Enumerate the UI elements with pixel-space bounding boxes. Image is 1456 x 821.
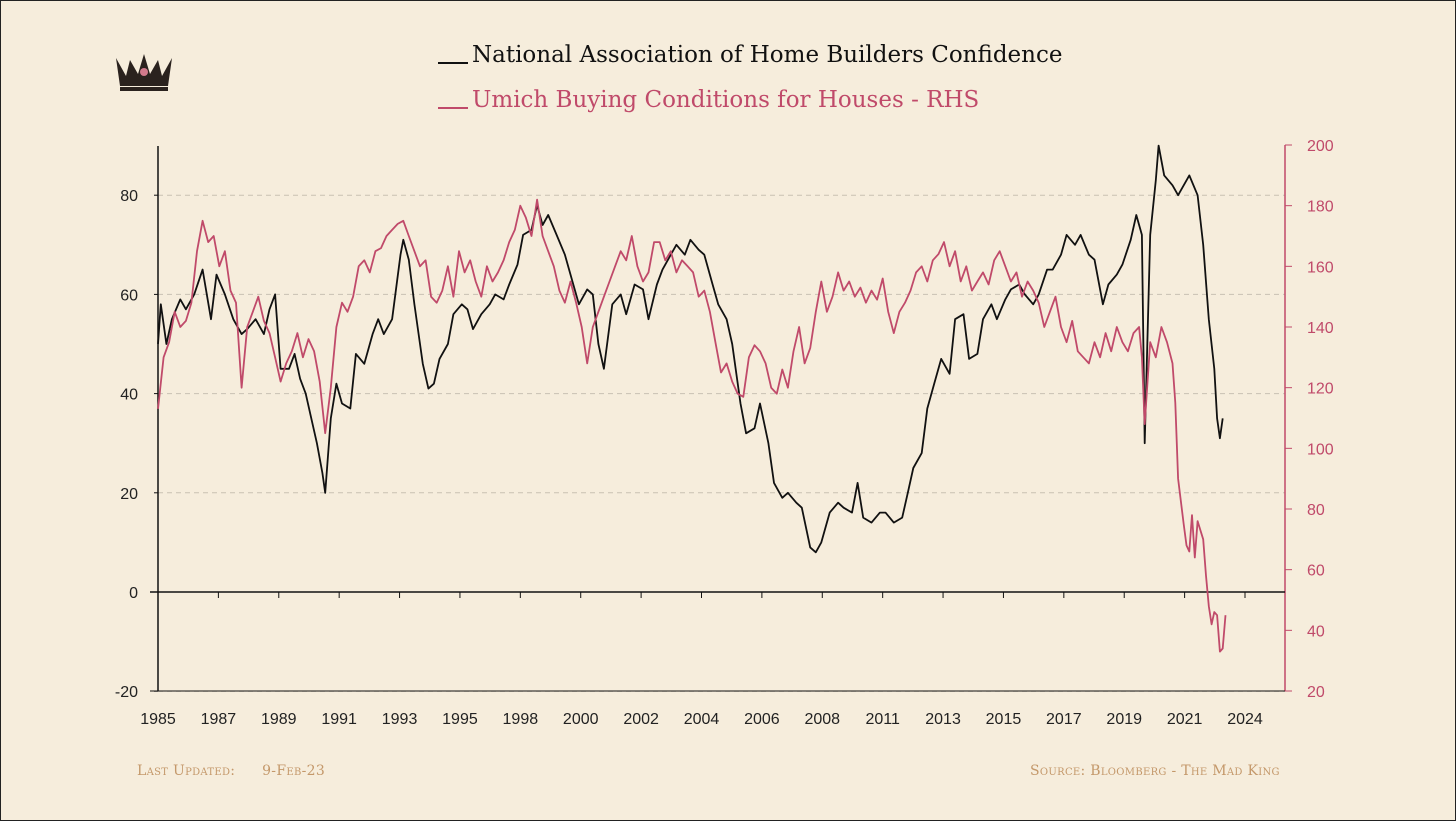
x-tick-label: 1987 xyxy=(201,711,237,728)
y-tick-label-right: 120 xyxy=(1307,381,1334,398)
last-updated-label: Last Updated: xyxy=(137,763,236,779)
x-tick-label: 1991 xyxy=(321,711,357,728)
y-tick-label-right: 180 xyxy=(1307,199,1334,216)
legend-label-nahb: National Association of Home Builders Co… xyxy=(472,42,1063,68)
legend-swatch-nahb xyxy=(438,62,468,64)
y-tick-label-right: 60 xyxy=(1307,563,1325,580)
y-tick-label-right: 100 xyxy=(1307,441,1334,458)
last-updated: Last Updated: 9-Feb-23 xyxy=(137,763,325,779)
source-note: Source: Bloomberg - The Mad King xyxy=(1030,763,1280,779)
y-tick-label-left: 20 xyxy=(120,486,138,503)
y-tick-label-left: 60 xyxy=(120,287,138,304)
x-tick-label: 2024 xyxy=(1227,711,1263,728)
legend-swatch-umich xyxy=(438,107,468,109)
x-tick-label: 1998 xyxy=(503,711,539,728)
series-line-umich xyxy=(157,198,1227,653)
y-tick-label-right: 40 xyxy=(1307,623,1325,640)
y-tick-label-right: 80 xyxy=(1307,502,1325,519)
legend-label-umich: Umich Buying Conditions for Houses - RHS xyxy=(472,87,980,113)
legend-item-umich: Umich Buying Conditions for Houses - RHS xyxy=(438,87,979,113)
x-tick-label: 2004 xyxy=(684,711,720,728)
x-tick-label: 1985 xyxy=(140,711,176,728)
y-tick-label-right: 140 xyxy=(1307,320,1334,337)
x-tick-label: 2021 xyxy=(1167,711,1203,728)
x-tick-label: 2006 xyxy=(744,711,780,728)
x-tick-label: 2015 xyxy=(986,711,1022,728)
x-tick-label: 2011 xyxy=(865,711,900,728)
y-tick-label-left: 40 xyxy=(120,387,138,404)
x-tick-label: 1989 xyxy=(261,711,297,728)
y-tick-label-right: 20 xyxy=(1307,684,1325,701)
x-tick-label: 2017 xyxy=(1046,711,1082,728)
y-tick-label-left: 80 xyxy=(120,188,138,205)
x-tick-label: 2002 xyxy=(623,711,659,728)
x-tick-label: 2000 xyxy=(563,711,599,728)
x-tick-label: 2008 xyxy=(804,711,840,728)
x-tick-label: 2019 xyxy=(1106,711,1142,728)
x-tick-label: 1995 xyxy=(442,711,478,728)
y-tick-label-right: 200 xyxy=(1307,138,1334,155)
legend-item-nahb: National Association of Home Builders Co… xyxy=(438,42,1062,68)
series-line-nahb xyxy=(157,144,1224,554)
x-tick-label: 1993 xyxy=(382,711,418,728)
crown-icon xyxy=(116,54,172,91)
y-tick-label-right: 160 xyxy=(1307,259,1334,276)
last-updated-value: 9-Feb-23 xyxy=(262,763,326,779)
y-tick-label-left: -20 xyxy=(115,684,138,701)
x-tick-label: 2013 xyxy=(925,711,961,728)
y-tick-label-left: 0 xyxy=(129,585,138,602)
